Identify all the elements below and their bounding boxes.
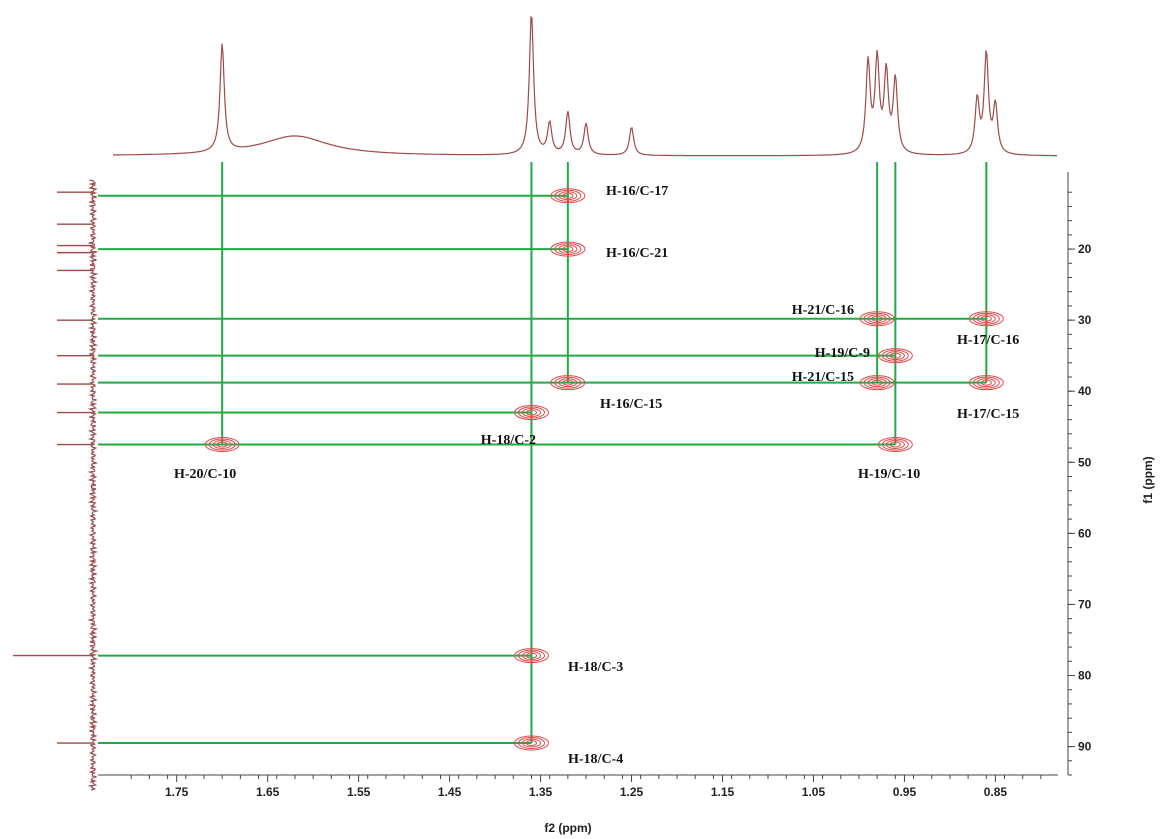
cross-peak-contour — [859, 311, 895, 327]
cross-peak-contour — [208, 438, 236, 451]
cross-peak-contour — [871, 315, 883, 322]
correlation-label: H-18/C-4 — [568, 752, 623, 767]
cross-peak-contour — [972, 312, 1000, 325]
x-tick-label: 0.95 — [893, 785, 917, 799]
cross-peak-contour — [980, 315, 992, 322]
correlation-label: H-16/C-17 — [606, 184, 668, 199]
cross-peak-contour — [517, 737, 545, 750]
cross-peak-contour — [976, 378, 996, 388]
cross-peak-contour — [972, 376, 1000, 389]
x-tick-label: 1.15 — [711, 785, 735, 799]
f2-projection-trace — [113, 15, 1057, 157]
cross-peak-contour — [867, 378, 887, 388]
y-tick-label: 50 — [1078, 455, 1092, 469]
cross-peak-contour — [525, 652, 537, 659]
cross-peak-contour — [562, 246, 574, 253]
y-tick-label: 80 — [1078, 669, 1092, 683]
x-tick-label: 1.05 — [802, 785, 826, 799]
cross-peak-contour — [558, 378, 578, 388]
cross-peak-contour — [558, 191, 578, 201]
cross-peak-contour — [881, 438, 909, 451]
cross-peak-contour — [968, 375, 1004, 391]
correlation-label: H-17/C-16 — [957, 333, 1019, 348]
y-tick-label: 30 — [1078, 313, 1092, 327]
cross-peak-contour — [554, 376, 582, 389]
cross-peak-contour — [881, 349, 909, 362]
cross-peak-contour — [212, 440, 232, 450]
y-tick-label: 90 — [1078, 740, 1092, 754]
cross-peak-contour — [863, 312, 891, 325]
correlation-label: H-17/C-15 — [957, 407, 1019, 422]
cross-peak-contour — [877, 437, 913, 453]
cross-peak-contour — [859, 375, 895, 391]
cross-peak-contour — [521, 408, 541, 418]
correlation-label: H-16/C-15 — [600, 397, 662, 412]
cross-peak-contour — [885, 351, 905, 361]
correlation-label: H-20/C-10 — [174, 467, 236, 482]
cross-peak-contour — [525, 409, 537, 416]
cross-peak-contour — [558, 244, 578, 254]
cross-peak-contour — [216, 441, 228, 448]
cross-peak-contour — [863, 376, 891, 389]
y-tick-label: 20 — [1078, 242, 1092, 256]
f1-projection-trace — [87, 179, 99, 791]
cross-peak-contour — [517, 406, 545, 419]
cross-peak-contour — [980, 379, 992, 386]
x-tick-label: 0.85 — [984, 785, 1008, 799]
cross-peak-contour — [885, 440, 905, 450]
cross-peak-contour — [968, 311, 1004, 327]
cross-peak-contour — [550, 188, 586, 204]
cross-peak-contour — [867, 314, 887, 324]
y-tick-label: 70 — [1078, 597, 1092, 611]
x-tick-label: 1.75 — [165, 785, 189, 799]
cross-peak-contour — [517, 649, 545, 662]
x-axis-title: f2 (ppm) — [544, 821, 591, 835]
cross-peak-contour — [562, 192, 574, 199]
cross-peak-contour — [513, 648, 549, 664]
x-tick-label: 1.55 — [347, 785, 371, 799]
cross-peak-contour — [513, 405, 549, 421]
cross-peak-contour — [550, 241, 586, 257]
cross-peak-contour — [204, 437, 240, 453]
cross-peak-contour — [871, 379, 883, 386]
cross-peak-contour — [889, 352, 901, 359]
x-tick-label: 1.35 — [529, 785, 553, 799]
y-tick-label: 60 — [1078, 526, 1092, 540]
cross-peak-contour — [513, 735, 549, 751]
correlation-label: H-18/C-2 — [481, 433, 536, 448]
correlation-label: H-16/C-21 — [606, 246, 668, 261]
correlation-label: H-19/C-10 — [858, 467, 920, 482]
y-tick-label: 40 — [1078, 384, 1092, 398]
x-tick-label: 1.65 — [256, 785, 280, 799]
correlation-label: H-21/C-15 — [792, 370, 854, 385]
x-tick-label: 1.45 — [438, 785, 462, 799]
x-tick-label: 1.25 — [620, 785, 644, 799]
cross-peak-contour — [889, 441, 901, 448]
cross-peak-contour — [562, 379, 574, 386]
correlation-label: H-21/C-16 — [792, 303, 854, 318]
correlation-label: H-18/C-3 — [568, 660, 623, 675]
cross-peak-contour — [521, 738, 541, 748]
y-axis-title: f1 (ppm) — [1141, 456, 1155, 503]
cross-peak-contour — [521, 651, 541, 661]
correlation-label: H-19/C-9 — [815, 346, 870, 361]
cross-peak-contour — [976, 314, 996, 324]
cross-peak-contour — [554, 243, 582, 256]
cross-peak-contour — [525, 740, 537, 747]
cross-peak-contour — [554, 189, 582, 202]
cross-peak-contour — [877, 348, 913, 364]
cross-peak-contour — [550, 375, 586, 391]
